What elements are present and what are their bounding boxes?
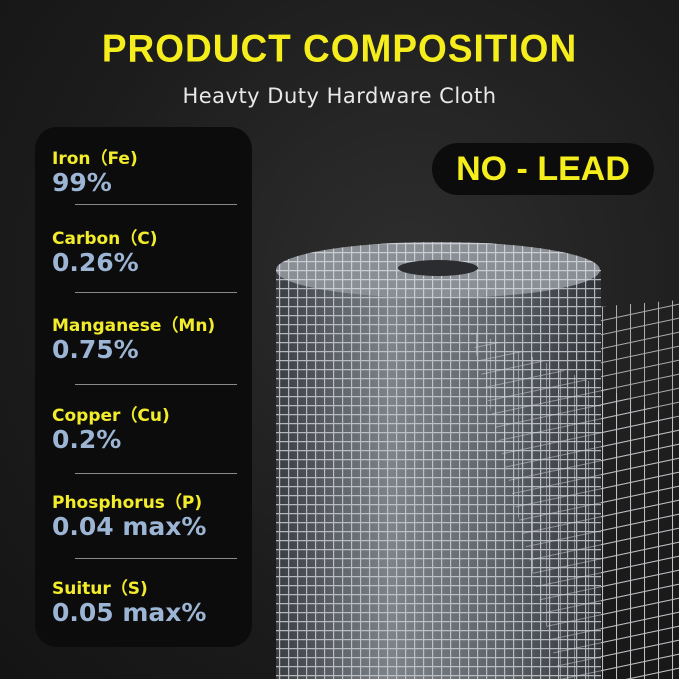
composition-item-copper: Copper（Cu) 0.2% bbox=[52, 401, 242, 453]
composition-item-phosphorus: Phosphorus（P) 0.04 max% bbox=[52, 488, 242, 540]
element-label: Carbon（C) bbox=[52, 229, 158, 249]
element-value: 0.05 max% bbox=[52, 598, 207, 627]
divider bbox=[75, 384, 237, 385]
page-title: PRODUCT COMPOSITION bbox=[101, 26, 578, 70]
composition-item-sulfur: Suitur（S) 0.05 max% bbox=[52, 574, 242, 626]
element-label: Iron（Fe) bbox=[52, 149, 138, 169]
page-subtitle: Heavty Duty Hardware Cloth bbox=[182, 84, 497, 108]
element-label: Manganese（Mn) bbox=[52, 316, 216, 336]
composition-item-iron: Iron（Fe) 99% bbox=[52, 144, 242, 196]
no-lead-badge: NO - LEAD bbox=[432, 143, 654, 195]
divider bbox=[75, 292, 237, 293]
composition-panel: Iron（Fe) 99% Carbon（C) 0.26% Manganese（M… bbox=[35, 127, 252, 647]
element-value: 0.04 max% bbox=[52, 512, 207, 541]
element-value: 0.75% bbox=[52, 335, 139, 364]
divider bbox=[75, 558, 237, 559]
divider bbox=[75, 204, 237, 205]
element-value: 0.26% bbox=[52, 248, 139, 277]
composition-item-carbon: Carbon（C) 0.26% bbox=[52, 224, 242, 276]
element-label: Phosphorus（P) bbox=[52, 493, 203, 513]
element-value: 0.2% bbox=[52, 425, 122, 454]
element-label: Copper（Cu) bbox=[52, 406, 170, 426]
element-value: 99% bbox=[52, 168, 112, 197]
element-label: Suitur（S) bbox=[52, 579, 148, 599]
composition-item-manganese: Manganese（Mn) 0.75% bbox=[52, 311, 242, 363]
divider bbox=[75, 473, 237, 474]
